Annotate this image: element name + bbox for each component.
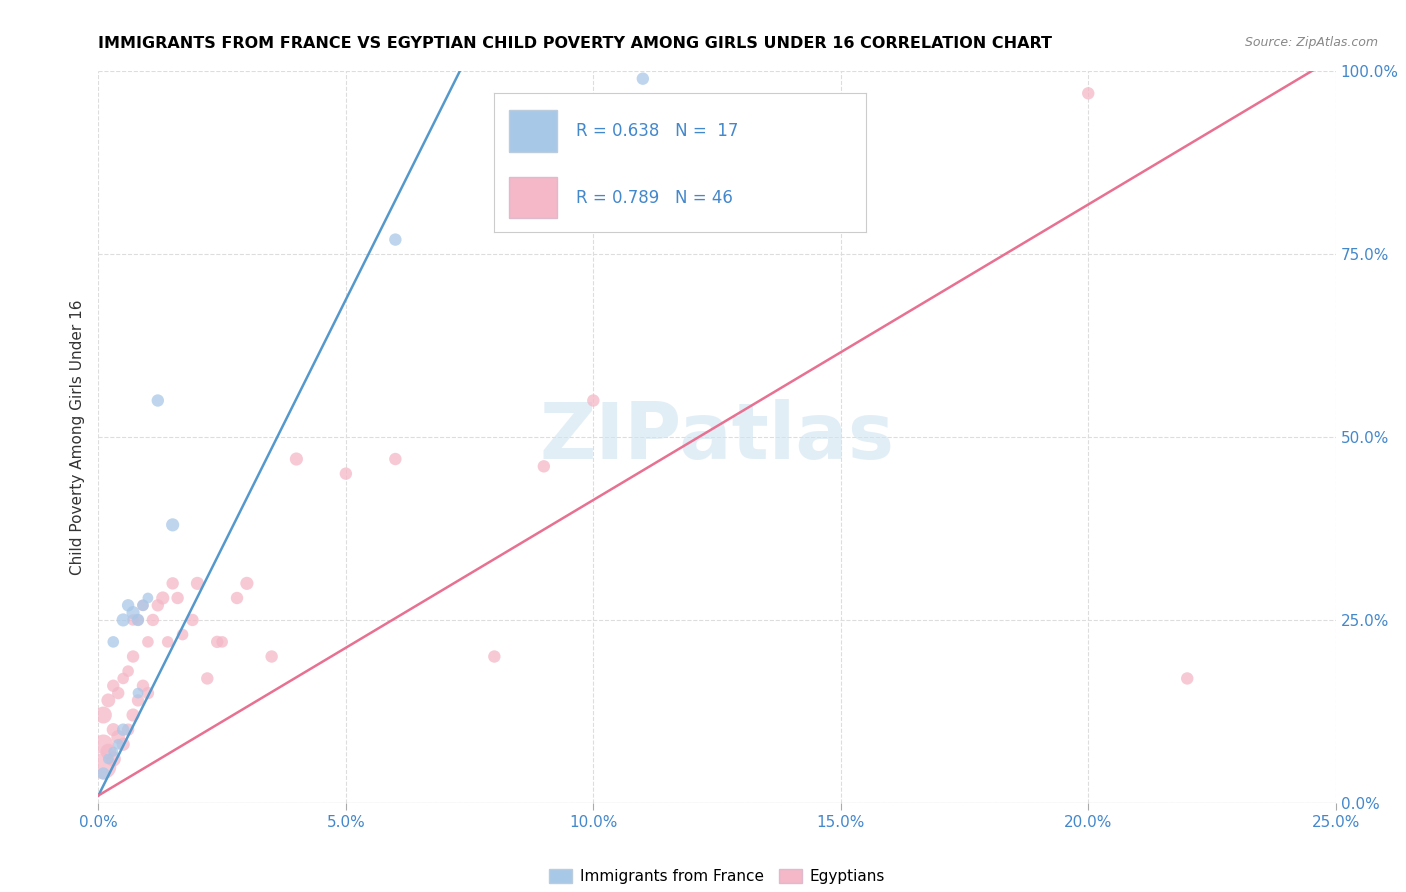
Point (484, 649, 506, 664)
Point (97, 752, 120, 766)
Point (127, 693, 149, 707)
Point (285, 452, 308, 467)
Point (122, 613, 145, 627)
Point (582, 393, 605, 408)
Point (142, 613, 165, 627)
Point (260, 649, 283, 664)
Point (93, 737, 115, 751)
Point (127, 613, 149, 627)
Point (195, 672, 218, 686)
Point (136, 686, 159, 700)
Point (103, 679, 125, 693)
Point (384, 233, 406, 247)
Point (146, 393, 169, 408)
Point (1175, 672, 1198, 686)
Point (117, 664, 139, 678)
Point (127, 686, 149, 700)
Point (112, 723, 135, 737)
Point (136, 591, 159, 605)
Point (226, 591, 249, 605)
Point (236, 576, 259, 591)
Point (172, 627, 194, 641)
Point (103, 635, 125, 649)
Point (117, 599, 139, 613)
Point (1077, 87, 1099, 101)
Text: IMMIGRANTS FROM FRANCE VS EGYPTIAN CHILD POVERTY AMONG GIRLS UNDER 16 CORRELATIO: IMMIGRANTS FROM FRANCE VS EGYPTIAN CHILD… (98, 36, 1053, 51)
Point (186, 576, 208, 591)
Legend: Immigrants from France, Egyptians: Immigrants from France, Egyptians (543, 863, 891, 890)
Point (107, 686, 129, 700)
Point (162, 576, 184, 591)
Text: Source: ZipAtlas.com: Source: ZipAtlas.com (1244, 36, 1378, 49)
Point (97, 693, 120, 707)
Point (335, 467, 357, 481)
Point (205, 635, 228, 649)
Point (156, 635, 179, 649)
Point (122, 708, 145, 723)
Point (152, 591, 174, 605)
Point (136, 635, 159, 649)
Point (112, 613, 135, 627)
Point (112, 737, 135, 751)
Point (132, 679, 155, 693)
Point (211, 635, 233, 649)
Point (93, 766, 115, 780)
Point (97, 745, 120, 759)
Point (103, 752, 125, 766)
Point (384, 452, 406, 467)
Point (162, 517, 184, 532)
Point (146, 599, 169, 613)
Point (107, 730, 129, 744)
Point (117, 723, 139, 737)
Point (533, 459, 555, 474)
Y-axis label: Child Poverty Among Girls Under 16: Child Poverty Among Girls Under 16 (69, 300, 84, 574)
Point (107, 737, 129, 751)
Point (93, 759, 115, 773)
Point (181, 613, 204, 627)
Point (103, 745, 125, 759)
Text: ZIPatlas: ZIPatlas (540, 399, 894, 475)
Point (127, 613, 149, 627)
Point (132, 599, 155, 613)
Point (132, 599, 155, 613)
Point (112, 672, 135, 686)
Point (166, 591, 188, 605)
Point (122, 649, 145, 664)
Point (631, 71, 654, 86)
Point (122, 606, 145, 620)
Point (93, 708, 115, 723)
Point (103, 723, 125, 737)
